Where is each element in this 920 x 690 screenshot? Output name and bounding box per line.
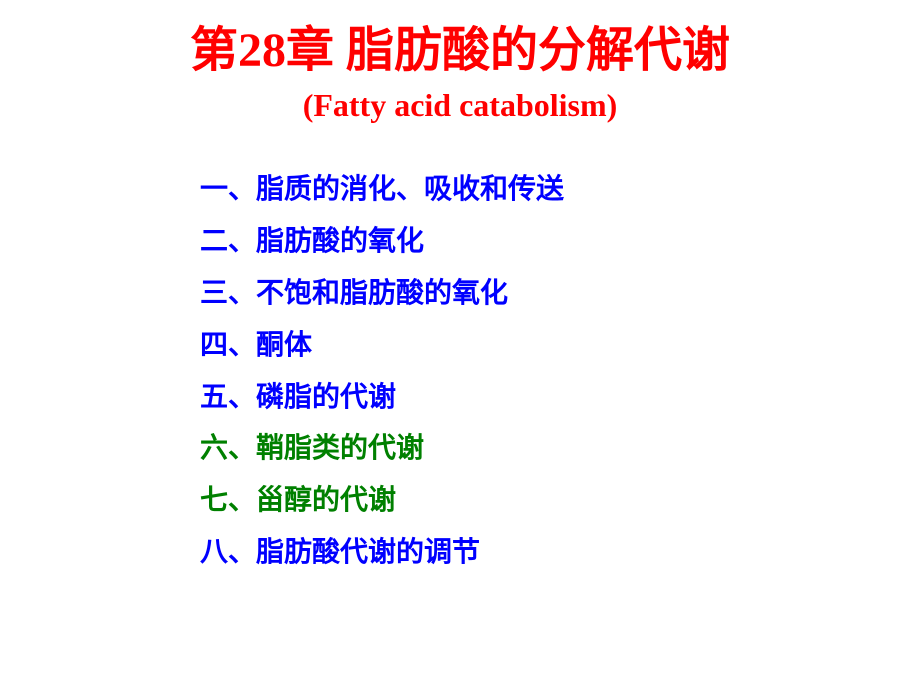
toc-item-5: 五、磷脂的代谢 <box>200 372 920 424</box>
toc-item-1: 一、脂质的消化、吸收和传送 <box>200 164 920 216</box>
title-suffix: 章 脂肪酸的分解代谢 <box>286 24 730 77</box>
chapter-number: 28 <box>238 24 286 77</box>
table-of-contents: 一、脂质的消化、吸收和传送 二、脂肪酸的氧化 三、不饱和脂肪酸的氧化 四、酮体 … <box>200 164 920 578</box>
chapter-subtitle: (Fatty acid catabolism) <box>0 87 920 124</box>
toc-item-8: 八、脂肪酸代谢的调节 <box>200 527 920 579</box>
title-prefix: 第 <box>190 24 238 77</box>
toc-item-6: 六、鞘脂类的代谢 <box>200 423 920 475</box>
chapter-title: 第28章 脂肪酸的分解代谢 <box>0 20 920 82</box>
toc-item-4: 四、酮体 <box>200 320 920 372</box>
toc-item-3: 三、不饱和脂肪酸的氧化 <box>200 268 920 320</box>
toc-item-2: 二、脂肪酸的氧化 <box>200 216 920 268</box>
toc-item-7: 七、甾醇的代谢 <box>200 475 920 527</box>
slide: 第28章 脂肪酸的分解代谢 (Fatty acid catabolism) 一、… <box>0 0 920 690</box>
